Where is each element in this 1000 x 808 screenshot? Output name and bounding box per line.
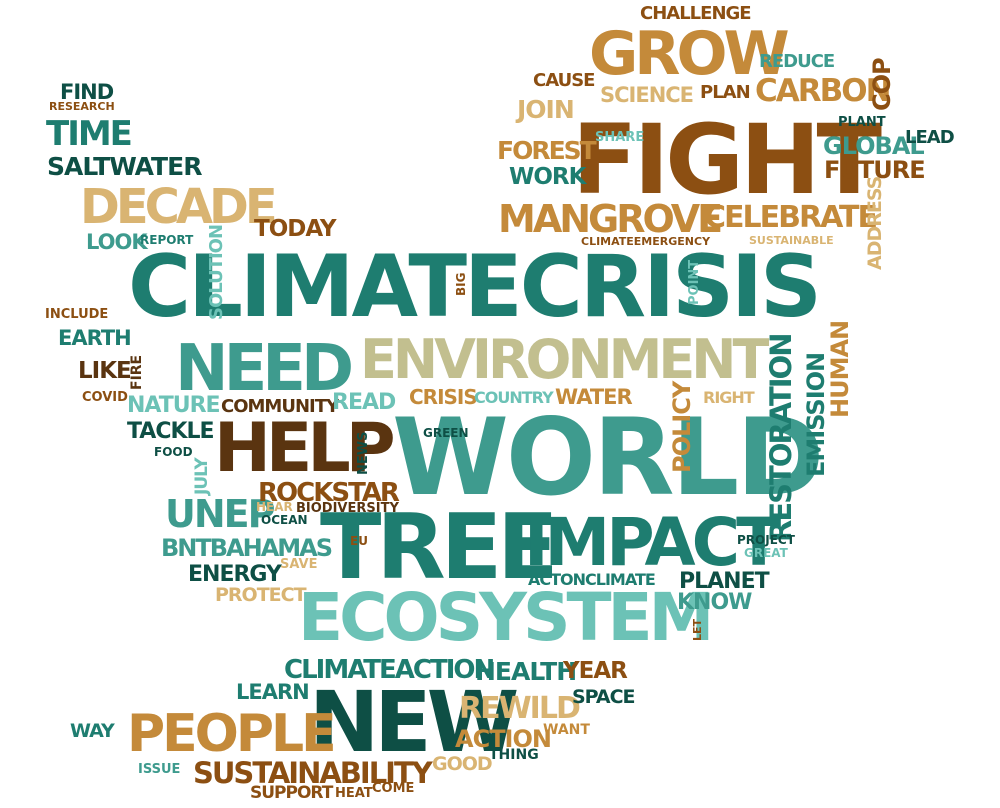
word-share: SHARE <box>595 130 645 145</box>
word-country: COUNTRY <box>474 388 554 407</box>
word-great: GREAT <box>744 546 788 560</box>
word-grow: GROW <box>589 19 790 89</box>
word-water: WATER <box>555 385 633 409</box>
word-like: LIKE <box>78 358 132 384</box>
word-covid: COVID <box>82 390 128 405</box>
word-nature: NATURE <box>127 393 221 418</box>
word-project: PROJECT <box>737 533 795 547</box>
word-save: SAVE <box>280 557 318 572</box>
word-thing: THING <box>489 747 539 763</box>
word-know: KNOW <box>677 590 752 615</box>
word-report: REPORT <box>140 233 194 247</box>
word-hear: HEAR <box>256 500 293 514</box>
word-reduce: REDUCE <box>759 51 835 72</box>
word-forest: FOREST <box>497 136 597 165</box>
word-protect: PROTECT <box>215 584 307 606</box>
word-climateaction: CLIMATEACTION <box>284 655 495 685</box>
word-decade: DECADE <box>80 179 278 235</box>
word-impact: IMPACT <box>524 504 781 581</box>
word-issue: ISSUE <box>138 762 181 777</box>
word-address: ADDRESS <box>864 176 886 270</box>
word-green: GREEN <box>423 426 469 440</box>
word-year: YEAR <box>563 658 628 684</box>
word-tackle: TACKLE <box>127 419 215 444</box>
word-lead: LEAD <box>905 127 955 148</box>
word-july: JULY <box>192 458 212 495</box>
word-climateemergency: CLIMATEEMERGENCY <box>581 235 711 248</box>
word-saltwater: SALTWATER <box>47 152 202 181</box>
word-policy: POLICY <box>668 381 696 473</box>
word-look: LOOK <box>86 230 148 254</box>
word-human: HUMAN <box>826 320 854 418</box>
word-right: RIGHT <box>703 388 755 407</box>
word-cause: CAUSE <box>533 70 595 91</box>
word-plan: PLAN <box>700 82 751 103</box>
word-heat: HEAT <box>335 786 373 801</box>
word-emission: EMISSION <box>802 352 830 477</box>
word-restoration: RESTORATION <box>764 334 798 542</box>
word-eu: EU <box>350 534 368 548</box>
word-plant: PLANT <box>838 115 886 130</box>
word-research: RESEARCH <box>49 100 115 113</box>
word-celebrate: CELEBRATE <box>704 200 878 235</box>
word-let: LET <box>691 618 704 641</box>
word-need: NEED <box>175 332 354 406</box>
word-challenge: CHALLENGE <box>640 3 752 24</box>
word-space: SPACE <box>572 686 635 708</box>
word-point: POINT <box>687 259 702 305</box>
word-tree: TREE <box>320 495 559 600</box>
word-ocean: OCEAN <box>261 513 308 527</box>
word-read: READ <box>332 390 396 415</box>
word-want: WANT <box>543 722 590 738</box>
word-ecosystem: ECOSYSTEM <box>298 579 714 656</box>
word-community: COMMUNITY <box>221 396 339 417</box>
word-news: NEWS <box>356 431 371 475</box>
word-good: GOOD <box>432 753 493 775</box>
word-crisis: CRISIS <box>409 385 478 409</box>
word-energy: ENERGY <box>188 562 282 587</box>
word-big: BIG <box>454 272 468 296</box>
word-rockstar: ROCKSTAR <box>258 478 400 508</box>
word-bntbahamas: BNTBAHAMAS <box>161 534 333 562</box>
word-cop: COP <box>868 58 896 111</box>
word-planet: PLANET <box>679 569 770 594</box>
word-sustainability: SUSTAINABILITY <box>193 756 433 790</box>
word-science: SCIENCE <box>600 83 694 107</box>
word-world: WORLD <box>392 396 824 519</box>
word-fire: FIRE <box>129 354 145 390</box>
word-work: WORK <box>509 164 586 190</box>
word-earth: EARTH <box>58 326 132 350</box>
word-action: ACTION <box>455 725 552 753</box>
word-climatecrisis: CLIMATECRISIS <box>128 237 822 337</box>
word-carbon: CARBON <box>755 73 892 109</box>
word-solution: SOLUTION <box>206 224 227 320</box>
word-unep: UNEP <box>165 492 275 536</box>
word-come: COME <box>372 781 415 796</box>
word-people: PEOPLE <box>127 704 337 764</box>
word-fight: FIGHT <box>572 104 882 216</box>
word-future: FUTURE <box>824 156 926 184</box>
word-today: TODAY <box>254 216 337 242</box>
word-food: FOOD <box>154 445 193 459</box>
word-global: GLOBAL <box>823 132 925 160</box>
word-new: NEW <box>309 673 519 771</box>
word-way: WAY <box>70 720 115 742</box>
word-rewild: REWILD <box>459 691 581 726</box>
word-health: HEALTH <box>475 657 577 686</box>
word-support: SUPPORT <box>250 783 333 803</box>
word-mangrove: MANGROVE <box>498 197 723 241</box>
word-help: HELP <box>214 409 396 488</box>
word-time: TIME <box>46 114 133 154</box>
word-biodiversity: BIODIVERSITY <box>296 501 399 516</box>
word-learn: LEARN <box>236 680 310 704</box>
word-actonclimate: ACTONCLIMATE <box>528 570 656 589</box>
word-join: JOIN <box>517 95 575 124</box>
word-environment: ENVIRONMENT <box>360 328 769 391</box>
word-sustainable: SUSTAINABLE <box>749 234 834 247</box>
word-include: INCLUDE <box>45 307 109 322</box>
word-find: FIND <box>60 80 114 104</box>
